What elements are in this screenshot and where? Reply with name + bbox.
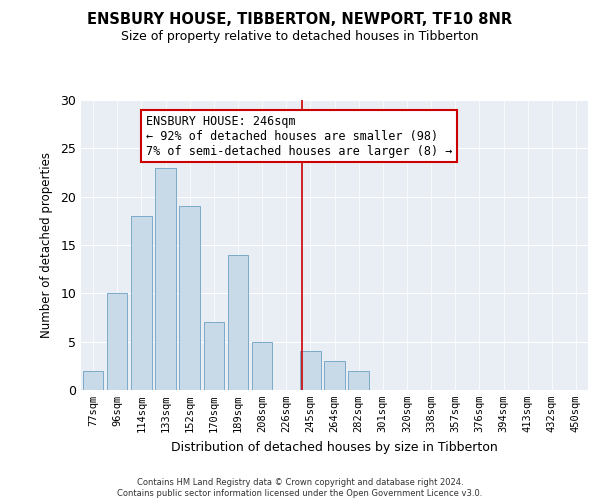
X-axis label: Distribution of detached houses by size in Tibberton: Distribution of detached houses by size … bbox=[171, 440, 498, 454]
Text: Size of property relative to detached houses in Tibberton: Size of property relative to detached ho… bbox=[121, 30, 479, 43]
Bar bbox=[203, 322, 224, 390]
Text: ENSBURY HOUSE: 246sqm
← 92% of detached houses are smaller (98)
7% of semi-detac: ENSBURY HOUSE: 246sqm ← 92% of detached … bbox=[146, 114, 452, 158]
Bar bbox=[252, 342, 272, 390]
Bar bbox=[300, 352, 320, 390]
Bar bbox=[349, 370, 369, 390]
Bar bbox=[324, 361, 345, 390]
Bar bbox=[179, 206, 200, 390]
Bar bbox=[227, 254, 248, 390]
Text: Contains HM Land Registry data © Crown copyright and database right 2024.
Contai: Contains HM Land Registry data © Crown c… bbox=[118, 478, 482, 498]
Y-axis label: Number of detached properties: Number of detached properties bbox=[40, 152, 53, 338]
Bar bbox=[155, 168, 176, 390]
Bar bbox=[131, 216, 152, 390]
Bar bbox=[107, 294, 127, 390]
Bar bbox=[83, 370, 103, 390]
Text: ENSBURY HOUSE, TIBBERTON, NEWPORT, TF10 8NR: ENSBURY HOUSE, TIBBERTON, NEWPORT, TF10 … bbox=[88, 12, 512, 28]
